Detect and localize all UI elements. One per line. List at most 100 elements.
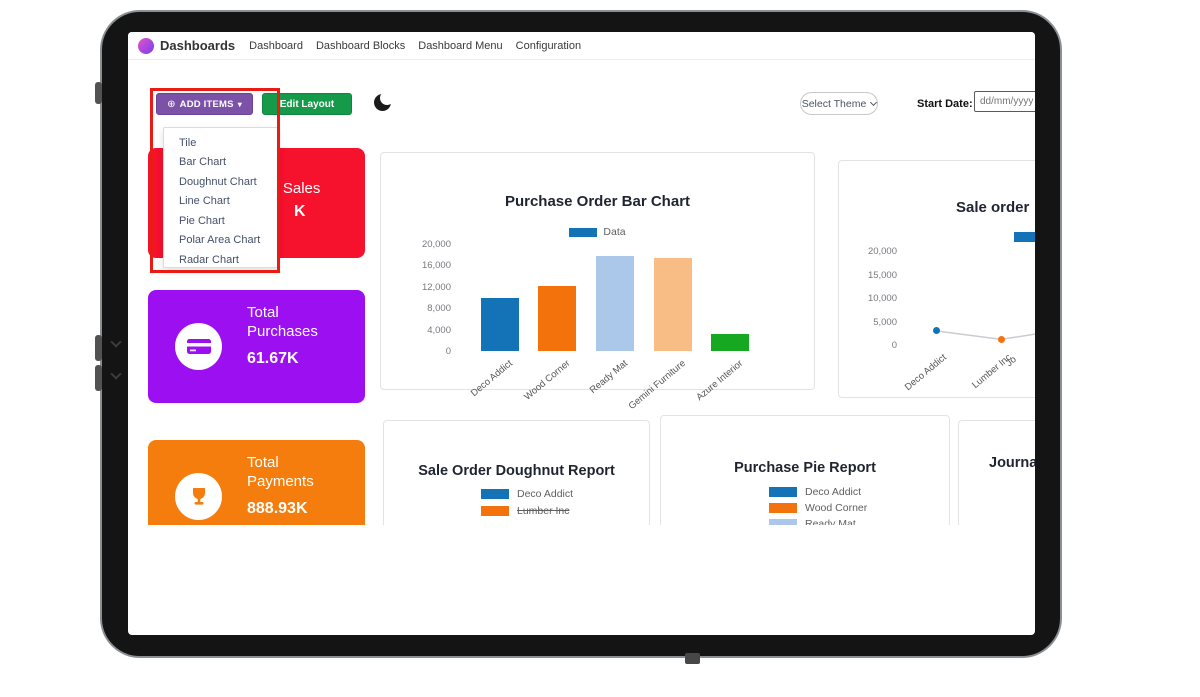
tile-total-payments[interactable]: Total Payments 888.93K xyxy=(148,440,365,525)
legend-swatch xyxy=(769,487,797,497)
legend-swatch[interactable] xyxy=(1014,232,1035,242)
app-title: Dashboards xyxy=(160,38,236,53)
y-axis-tick: 15,000 xyxy=(867,269,897,281)
tile-text: Total Payments 888.93K xyxy=(247,453,314,518)
y-axis-tick: 20,000 xyxy=(421,239,451,250)
credit-card-icon xyxy=(175,323,222,370)
tile-label-line1: Total xyxy=(247,454,279,471)
tablet-power-button xyxy=(95,82,102,104)
caret-down-icon: ▾ xyxy=(237,99,242,109)
y-axis-tick: 20,000 xyxy=(867,246,897,257)
chart-title: Purchase Order Bar Chart xyxy=(504,193,691,210)
legend-label: Wood Corner xyxy=(805,502,868,514)
tablet-screen: Dashboards Dashboard Dashboard Blocks Da… xyxy=(128,32,1035,635)
legend-swatch xyxy=(569,227,598,237)
chevron-down-icon xyxy=(870,98,878,107)
tile-value: 888.93K xyxy=(247,500,308,517)
app-viewport: Dashboards Dashboard Dashboard Blocks Da… xyxy=(128,32,1035,525)
legend-item[interactable]: Wood Corner xyxy=(769,502,868,514)
journal-card: Journal xyxy=(958,420,1035,525)
select-theme-dropdown[interactable]: Select Theme xyxy=(800,92,878,115)
doughnut-legend: Deco Addict Lumber Inc xyxy=(481,488,574,517)
x-axis-label: Azure Interior xyxy=(694,358,746,404)
bar-azure-interior xyxy=(711,334,749,351)
legend-swatch xyxy=(481,506,509,516)
add-items-label: ADD ITEMS xyxy=(179,98,234,110)
nav-item-dashboard[interactable]: Dashboard xyxy=(249,39,303,52)
dark-mode-moon-icon[interactable] xyxy=(374,91,394,111)
data-point xyxy=(997,335,1005,343)
bar-wood-corner xyxy=(538,286,576,351)
edit-layout-label: Edit Layout xyxy=(279,98,335,110)
purchase-bar-chart-card: Purchase Order Bar Chart Data 20,000 16,0… xyxy=(380,152,815,412)
chart-title: Purchase Pie Report xyxy=(734,460,876,476)
trophy-icon xyxy=(175,473,222,520)
bar-deco-addict xyxy=(481,298,519,351)
nav-item-dashboard-blocks[interactable]: Dashboard Blocks xyxy=(315,39,406,52)
x-axis-label: Gemini Furniture xyxy=(626,358,689,412)
tablet-connector xyxy=(685,653,700,664)
menu-item-pie-chart[interactable]: Pie Chart xyxy=(179,214,225,227)
y-axis-tick: 12,000 xyxy=(421,281,451,293)
y-axis-tick: 5,000 xyxy=(873,316,897,328)
menu-item-line-chart[interactable]: Line Chart xyxy=(179,195,230,208)
menu-item-radar-chart[interactable]: Radar Chart xyxy=(179,253,239,266)
tile-text: Total Purchases 61.67K xyxy=(247,303,318,368)
legend-item[interactable]: Ready Mat xyxy=(769,518,867,525)
tile-label-line2: Purchases xyxy=(247,323,318,340)
legend-item[interactable]: Lumber Inc xyxy=(481,505,573,517)
legend-label: Ready Mat xyxy=(805,518,856,525)
menu-item-polar-area-chart[interactable]: Polar Area Chart xyxy=(179,234,261,247)
y-axis-tick: 0 xyxy=(891,340,897,351)
purchase-pie-card: Purchase Pie Report Deco Addict Wood Corn… xyxy=(660,415,950,525)
nav-item-configuration[interactable]: Configuration xyxy=(515,39,582,52)
legend-label: Data xyxy=(603,226,626,238)
tile-value: 61.67K xyxy=(247,350,299,367)
bar-gemini-furniture xyxy=(654,258,692,351)
start-date-label: Start Date: xyxy=(917,98,973,110)
chart-title: Journal xyxy=(989,455,1035,471)
tablet-volume-up-button xyxy=(95,335,102,361)
plus-circle-icon: ⊕ xyxy=(167,98,176,110)
sale-line-chart-card: Sale order 20,000 15,000 10,000 5,000 0 Deco … xyxy=(838,160,1035,398)
edit-layout-button[interactable]: Edit Layout xyxy=(262,93,352,115)
top-navbar: Dashboards Dashboard Dashboard Blocks Da… xyxy=(128,32,1035,60)
tablet-frame: Dashboards Dashboard Dashboard Blocks Da… xyxy=(95,10,1062,664)
legend-label: Deco Addict xyxy=(805,486,862,498)
tile-total-purchases[interactable]: Total Purchases 61.67K xyxy=(148,290,365,403)
tablet-volume-down-button xyxy=(95,365,102,391)
add-items-button[interactable]: ⊕ ADD ITEMS ▾ xyxy=(156,93,253,115)
legend-swatch xyxy=(481,489,509,499)
tile-value: K xyxy=(294,203,306,220)
y-axis-tick: 10,000 xyxy=(867,293,897,304)
sale-doughnut-card: Sale Order Doughnut Report Deco Addict Lu… xyxy=(383,420,650,525)
menu-item-doughnut-chart[interactable]: Doughnut Chart xyxy=(179,175,257,188)
menu-item-tile[interactable]: Tile xyxy=(179,136,197,149)
chart-title: Sale Order Doughnut Report xyxy=(418,463,615,479)
legend-swatch xyxy=(769,519,797,525)
y-axis-tick: 4,000 xyxy=(427,324,451,336)
legend-item[interactable]: Deco Addict xyxy=(769,486,867,498)
sale-line-chart-plot: 20,000 15,000 10,000 5,000 0 Deco Addict Lumbe… xyxy=(839,161,1035,397)
bezel-mark xyxy=(110,368,122,380)
add-items-menu: Tile Bar Chart Doughnut Chart Line Chart… xyxy=(163,127,278,268)
start-date-input[interactable] xyxy=(974,91,1035,112)
x-axis-label: Wood Corner xyxy=(521,358,573,403)
legend-swatch xyxy=(769,503,797,513)
x-axis-label: Ready Mat xyxy=(587,358,631,396)
bar-ready-mat xyxy=(596,256,634,351)
menu-item-bar-chart[interactable]: Bar Chart xyxy=(179,156,227,169)
nav-item-dashboard-menu[interactable]: Dashboard Menu xyxy=(418,39,503,52)
chart-title: Sale order xyxy=(956,199,1030,216)
y-axis-tick: 16,000 xyxy=(421,260,451,272)
bar-chart-legend-item[interactable]: Data xyxy=(381,226,814,238)
app-logo-icon[interactable] xyxy=(138,37,154,54)
legend-label: Deco Addict xyxy=(517,488,574,500)
x-axis-label: Deco Addict xyxy=(469,358,516,400)
select-theme-label: Select Theme xyxy=(801,97,867,110)
tile-label-line2: Payments xyxy=(247,473,314,490)
y-axis-tick: 8,000 xyxy=(427,303,451,315)
data-point xyxy=(932,327,940,335)
legend-item[interactable]: Deco Addict xyxy=(481,488,574,500)
bezel-mark xyxy=(110,336,122,348)
